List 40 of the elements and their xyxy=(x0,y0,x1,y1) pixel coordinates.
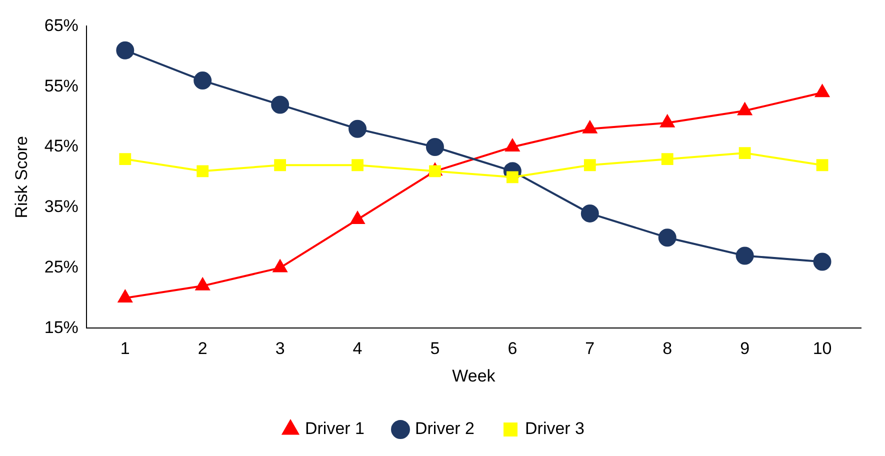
point xyxy=(426,138,444,156)
point xyxy=(352,159,364,172)
point xyxy=(580,204,599,222)
x-axis-title: Week xyxy=(452,366,496,386)
legend-label: Driver 1 xyxy=(304,419,365,438)
y-axis-title: Risk Score xyxy=(12,136,31,218)
point xyxy=(271,96,290,114)
point xyxy=(196,165,209,178)
point xyxy=(738,147,751,159)
point xyxy=(116,41,134,60)
point xyxy=(736,246,754,265)
point xyxy=(429,165,441,178)
x-tick-label: 8 xyxy=(662,339,672,358)
x-tick-label: 2 xyxy=(198,339,208,358)
x-tick-label: 3 xyxy=(275,339,285,358)
y-tick-label: 25% xyxy=(44,257,78,276)
x-tick-label: 4 xyxy=(352,339,362,358)
x-tick-label: 10 xyxy=(812,339,832,358)
x-tick-label: 5 xyxy=(430,339,440,358)
point xyxy=(194,72,212,90)
y-tick-label: 55% xyxy=(44,76,78,96)
point xyxy=(661,153,674,166)
x-tick-label: 7 xyxy=(585,339,595,358)
point xyxy=(274,159,286,172)
point xyxy=(813,252,832,271)
legend-label: Driver 2 xyxy=(414,419,475,438)
point xyxy=(348,120,367,138)
y-tick-label: 65% xyxy=(44,16,78,35)
x-tick-label: 9 xyxy=(740,339,750,358)
point xyxy=(119,153,132,166)
y-tick-label: 45% xyxy=(44,136,78,156)
point xyxy=(816,159,828,172)
x-tick-label: 1 xyxy=(120,339,130,358)
point xyxy=(658,228,676,247)
x-tick-label: 6 xyxy=(508,339,518,358)
point xyxy=(584,159,596,172)
point xyxy=(506,171,518,184)
y-tick-label: 35% xyxy=(44,197,78,216)
y-tick-label: 15% xyxy=(44,318,78,337)
legend-label: Driver 3 xyxy=(525,419,585,438)
